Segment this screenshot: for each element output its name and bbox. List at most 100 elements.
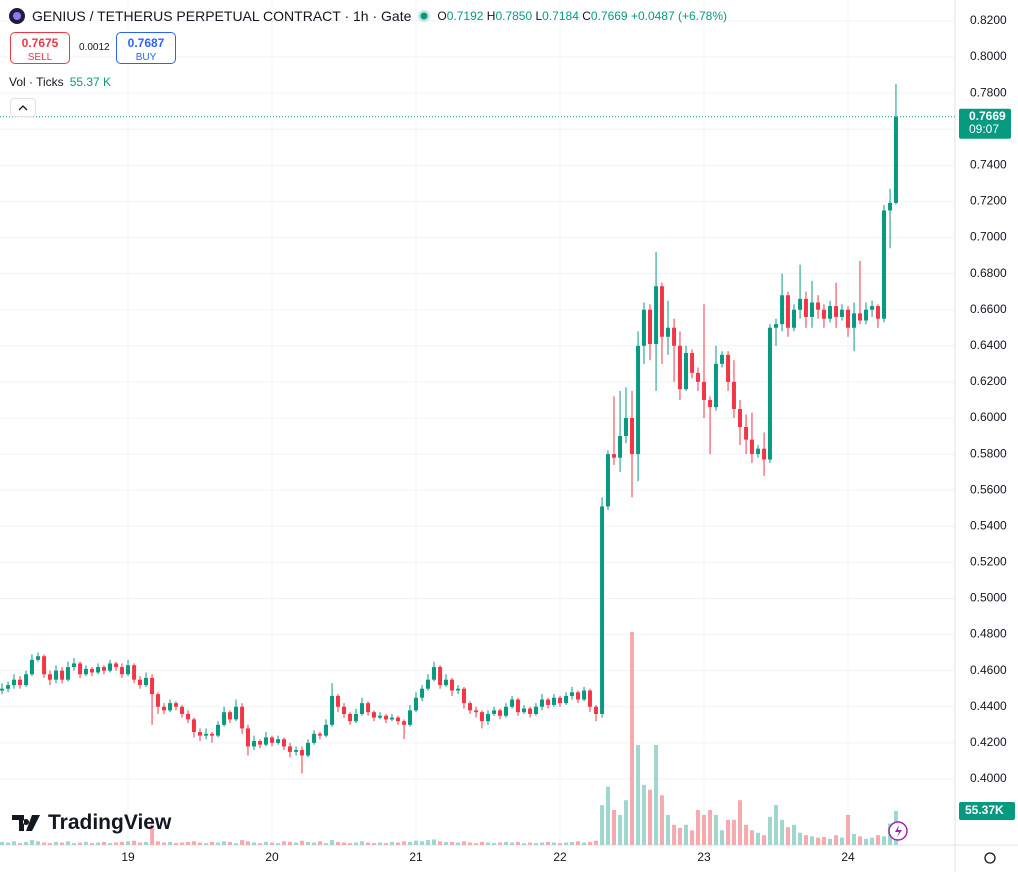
candle-body [587, 690, 592, 707]
volume-bar [546, 841, 551, 845]
candle-body [126, 665, 131, 675]
candle-body [684, 353, 689, 390]
candle-body [798, 298, 803, 310]
candle-body [216, 724, 221, 736]
candle-body [263, 737, 268, 745]
volume-bar [396, 842, 401, 845]
candle-body [666, 327, 671, 337]
volume-bar [425, 840, 430, 845]
volume-bar [474, 843, 479, 845]
candle-body [731, 381, 736, 409]
volume-bar [810, 836, 815, 845]
candle-body [504, 706, 509, 716]
volume-bar [299, 840, 304, 845]
candle-body [90, 668, 95, 673]
y-tick-label: 0.7800 [970, 85, 1007, 99]
legend-key: L [535, 9, 543, 23]
volume-bar [468, 842, 473, 845]
ohlc-legend: O0.7192 H0.7850 L0.7184 C0.7669 +0.0487 … [437, 9, 727, 23]
chart-title: GENIUS / TETHERUS PERPETUAL CONTRACT · 1… [32, 8, 412, 24]
volume-bar [114, 842, 119, 845]
candle-body [443, 679, 448, 686]
y-tick-label: 0.5800 [970, 446, 1007, 460]
x-tick-label: 20 [265, 850, 279, 864]
candle-body [564, 695, 569, 704]
volume-bar [348, 843, 353, 845]
volume-bar [137, 842, 142, 845]
candle-body [659, 286, 664, 337]
volume-bar [767, 816, 772, 845]
candle-body [551, 697, 556, 705]
volume-bar [618, 814, 623, 845]
candle-body [162, 706, 167, 711]
candle-body [762, 448, 767, 460]
candle-body [180, 706, 185, 714]
volume-bar [456, 842, 461, 845]
buy-button[interactable]: 0.7687 BUY [116, 32, 176, 64]
volume-bar [839, 837, 844, 845]
candle-body [407, 710, 412, 725]
sell-button[interactable]: 0.7675 SELL [10, 32, 70, 64]
volume-bar [330, 840, 335, 845]
volume-legend: Vol · Ticks 55.37 K [9, 75, 111, 89]
x-tick-label: 23 [697, 850, 711, 864]
candle-body [785, 295, 790, 328]
legend-value: 0.7669 [590, 9, 628, 23]
candle-body [618, 436, 623, 458]
candle-body [839, 309, 844, 317]
candle-body [821, 309, 826, 319]
candle-body [78, 663, 83, 675]
candle-body [870, 306, 875, 310]
volume-bar [317, 841, 322, 845]
candle-body [342, 706, 347, 714]
candle-body [198, 732, 203, 736]
volume-bar [173, 843, 178, 845]
y-tick-label: 0.4400 [970, 699, 1007, 713]
candle-body [324, 724, 329, 736]
collapse-button[interactable] [10, 98, 36, 117]
volume-bar [54, 841, 59, 845]
candle-body [864, 309, 869, 321]
volume-bar [389, 841, 394, 845]
candle-body [450, 679, 455, 691]
y-tick-label: 0.4600 [970, 663, 1007, 677]
candle-body [834, 306, 839, 317]
candle-body [780, 295, 785, 325]
candle-body [461, 688, 466, 704]
candle-body [708, 399, 713, 408]
candle-body [114, 663, 119, 668]
volume-bar [623, 800, 628, 845]
candle-body [810, 302, 815, 317]
candle-body [360, 703, 365, 714]
candle-body [492, 710, 497, 714]
legend-value: 0.7184 [542, 9, 579, 23]
y-tick-label: 0.4200 [970, 735, 1007, 749]
candle-body [186, 713, 191, 720]
volume-bar [587, 841, 592, 845]
volume-bar [528, 842, 533, 845]
volume-bar [209, 841, 214, 845]
volume-bar [875, 835, 880, 845]
volume-bar [659, 795, 664, 845]
candle-body [438, 667, 443, 686]
volume-bar [785, 827, 790, 845]
volume-bar [252, 842, 257, 845]
candle-body [569, 692, 574, 696]
candle-body [546, 699, 551, 705]
candle-body [456, 688, 461, 691]
candle-body [204, 733, 209, 736]
volume-bar [594, 840, 599, 845]
candle-body [558, 697, 563, 704]
volume-bar [353, 842, 358, 845]
candle-body [144, 677, 149, 686]
logo-text: TradingView [48, 811, 172, 834]
candle-body [594, 706, 599, 714]
y-tick-label: 0.5600 [970, 482, 1007, 496]
candle-body [612, 454, 617, 458]
candle-body [648, 309, 653, 344]
candle-body [18, 679, 23, 686]
volume-bar [564, 842, 569, 845]
candle-body [0, 688, 5, 691]
volume-bar [882, 836, 887, 845]
